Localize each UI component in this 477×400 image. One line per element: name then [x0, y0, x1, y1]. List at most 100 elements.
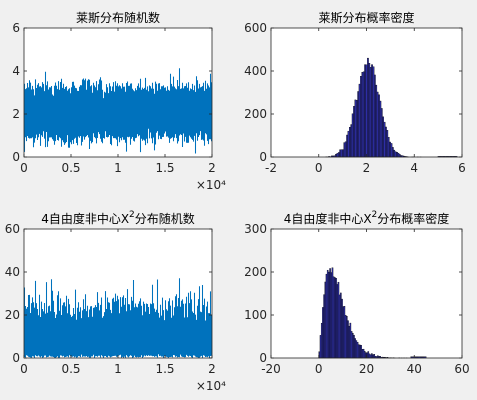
x-tick-label: 4 [410, 161, 418, 175]
histogram-bar [367, 351, 370, 359]
x-tick-label: -2 [265, 161, 277, 175]
data-series [23, 68, 213, 154]
histogram-bar [337, 152, 340, 158]
histogram-bar [360, 345, 362, 359]
histogram-bar [335, 278, 337, 359]
histogram-bar [354, 99, 357, 158]
histogram-bar [342, 306, 344, 359]
histogram-bar [359, 344, 361, 359]
histogram-bar [357, 91, 360, 158]
histogram-bar [391, 147, 394, 158]
histogram-bar [379, 100, 382, 158]
x-tick-label: 2 [208, 161, 216, 175]
histogram-bar [322, 307, 324, 359]
histogram-bar [368, 63, 371, 158]
histogram-bar [329, 268, 331, 359]
chart-title: 莱斯分布概率密度 [318, 10, 414, 25]
histogram-bar [340, 292, 342, 359]
x-tick-label: 1.5 [155, 362, 174, 376]
histogram-bar [358, 83, 361, 158]
histogram-bar [393, 149, 396, 158]
histogram-bar [356, 342, 359, 359]
histogram-bar [361, 72, 364, 158]
y-tick-label: 0 [12, 150, 20, 164]
histogram-bar [372, 354, 374, 359]
histogram-bar [331, 267, 334, 359]
histogram-bar [375, 84, 378, 158]
title-text-suffix: 分布随机数 [135, 211, 195, 226]
histogram-bar [373, 74, 376, 158]
histogram-bar [332, 276, 335, 359]
y-tick-label: 200 [244, 107, 267, 121]
histogram-bar [350, 124, 353, 158]
histogram-bar [389, 141, 391, 158]
y-tick-label: 60 [5, 222, 20, 236]
y-tick-label: 100 [244, 308, 267, 322]
histogram-bar [349, 127, 351, 158]
chart-title: 4自由度非中心X2分布概率密度 [284, 210, 450, 226]
histogram-bar [324, 281, 327, 359]
histogram-bar [397, 152, 400, 158]
histogram-bar [353, 334, 355, 359]
x-tick-label: 2 [363, 161, 371, 175]
y-tick-label: 2 [12, 107, 20, 121]
y-tick-label: 4 [12, 64, 20, 78]
histogram-bar [337, 281, 340, 359]
histogram-bar [319, 335, 322, 359]
y-tick-label: 0 [259, 351, 267, 365]
x-tick-label: 20 [359, 362, 374, 376]
histogram-bar [372, 66, 375, 158]
chart-title: 4自由度非中心X2分布随机数 [41, 210, 195, 226]
histogram-bar [350, 331, 353, 359]
histogram-bar [343, 142, 346, 158]
histogram-bar [336, 153, 339, 158]
y-tick-label: 20 [5, 308, 20, 322]
histogram-bar [371, 64, 373, 158]
histogram-bar [342, 149, 344, 158]
histogram-bar [346, 134, 348, 158]
data-series [23, 278, 213, 358]
x-tick-label: 0 [20, 161, 28, 175]
histogram-bar [352, 332, 354, 359]
histogram-bar [382, 116, 385, 158]
histogram-bar [353, 106, 355, 158]
histogram-bar [346, 315, 348, 359]
histogram-bar [355, 340, 358, 359]
x-tick-label: 0 [20, 362, 28, 376]
x-tick-label: 1 [114, 362, 122, 376]
series-line [23, 68, 213, 154]
x-tick-label: 6 [458, 161, 466, 175]
histogram-bar [330, 272, 333, 359]
plot-area [271, 229, 462, 358]
histogram-bar [344, 141, 347, 158]
histogram-bar [349, 322, 352, 359]
histogram-bar [355, 100, 358, 158]
histogram-bar [363, 351, 366, 359]
histogram-bar [348, 325, 350, 359]
y-tick-label: 0 [12, 351, 20, 365]
x-tick-label: 2 [208, 362, 216, 376]
x-tick-label: 1.5 [155, 161, 174, 175]
histogram-bar [362, 348, 365, 359]
histogram-bar [351, 113, 354, 158]
histogram-bar [320, 322, 323, 359]
histogram-bar [396, 152, 398, 158]
histogram-bar [369, 67, 372, 158]
histogram-bar [326, 269, 329, 359]
x-axis-multiplier: ×10⁴ [196, 379, 226, 393]
histogram-bar [386, 130, 389, 158]
histogram-bar [394, 151, 397, 158]
x-axis-multiplier: ×10⁴ [196, 178, 226, 192]
histogram-bar [334, 277, 336, 359]
histogram-bar [368, 353, 371, 359]
x-tick-label: -20 [261, 362, 281, 376]
histogram-bar [357, 344, 360, 359]
y-tick-label: 200 [244, 265, 267, 279]
series-line [23, 278, 213, 358]
histogram-bar [383, 121, 386, 158]
histogram-bar [325, 273, 328, 359]
histogram-bar [339, 149, 342, 158]
